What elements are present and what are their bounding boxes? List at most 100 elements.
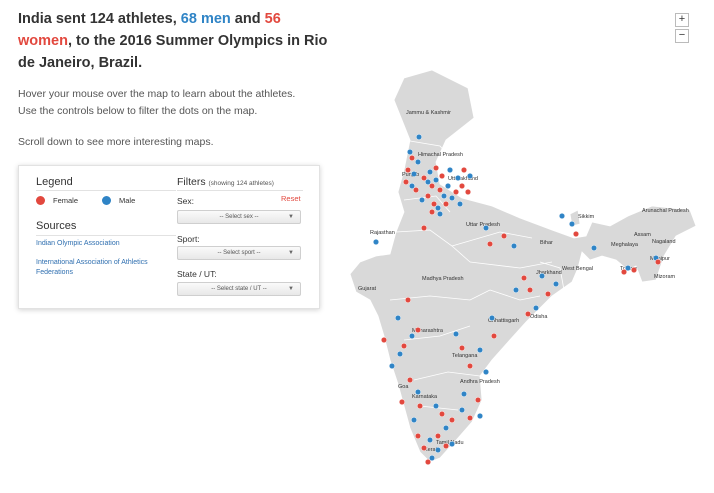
male-athlete-dot[interactable] — [406, 148, 414, 156]
female-athlete-dot[interactable] — [414, 432, 422, 440]
state-select[interactable]: -- Select state / UT -- ▼ — [177, 282, 301, 296]
male-athlete-dot[interactable] — [444, 182, 452, 190]
male-athlete-dot[interactable] — [558, 212, 566, 220]
female-athlete-dot[interactable] — [400, 342, 408, 350]
male-athlete-dot[interactable] — [448, 440, 456, 448]
female-athlete-dot[interactable] — [464, 188, 472, 196]
male-athlete-dot[interactable] — [448, 194, 456, 202]
source-link-iaaf[interactable]: International Association of Athletics F… — [36, 259, 148, 276]
female-athlete-dot[interactable] — [406, 376, 414, 384]
male-athlete-dot[interactable] — [552, 280, 560, 288]
male-athlete-dot[interactable] — [394, 314, 402, 322]
female-athlete-dot[interactable] — [526, 286, 534, 294]
female-athlete-dot[interactable] — [544, 290, 552, 298]
female-athlete-dot[interactable] — [404, 166, 412, 174]
male-athlete-dot[interactable] — [624, 264, 632, 272]
female-athlete-dot[interactable] — [408, 154, 416, 162]
female-athlete-dot[interactable] — [434, 432, 442, 440]
male-athlete-dot[interactable] — [410, 170, 418, 178]
female-athlete-dot[interactable] — [420, 224, 428, 232]
male-athlete-dot[interactable] — [452, 330, 460, 338]
male-athlete-dot[interactable] — [446, 166, 454, 174]
female-athlete-dot[interactable] — [428, 182, 436, 190]
male-athlete-dot[interactable] — [432, 402, 440, 410]
female-athlete-dot[interactable] — [428, 208, 436, 216]
female-athlete-dot[interactable] — [402, 178, 410, 186]
male-athlete-dot[interactable] — [476, 412, 484, 420]
male-athlete-dot[interactable] — [488, 314, 496, 322]
male-athlete-dot[interactable] — [372, 238, 380, 246]
male-athlete-dot[interactable] — [410, 416, 418, 424]
male-athlete-dot[interactable] — [415, 133, 423, 141]
male-athlete-dot[interactable] — [458, 406, 466, 414]
male-athlete-dot[interactable] — [440, 192, 448, 200]
male-athlete-dot[interactable] — [436, 210, 444, 218]
female-athlete-dot[interactable] — [448, 416, 456, 424]
male-athlete-dot[interactable] — [396, 350, 404, 358]
male-athlete-dot[interactable] — [482, 368, 490, 376]
female-athlete-dot[interactable] — [420, 444, 428, 452]
female-athlete-dot[interactable] — [654, 258, 662, 266]
male-athlete-dot[interactable] — [568, 220, 576, 228]
zoom-out-button[interactable]: − — [675, 29, 689, 43]
female-athlete-dot[interactable] — [398, 398, 406, 406]
sex-select[interactable]: -- Select sex -- ▼ — [177, 210, 301, 224]
male-athlete-dot[interactable] — [532, 304, 540, 312]
athlete-dots[interactable] — [372, 133, 662, 466]
male-athlete-dot[interactable] — [424, 178, 432, 186]
male-athlete-dot[interactable] — [426, 168, 434, 176]
reset-link[interactable]: Reset — [281, 194, 301, 203]
female-athlete-dot[interactable] — [432, 164, 440, 172]
female-athlete-dot[interactable] — [420, 174, 428, 182]
male-athlete-dot[interactable] — [510, 242, 518, 250]
female-athlete-dot[interactable] — [412, 186, 420, 194]
female-athlete-dot[interactable] — [436, 186, 444, 194]
female-athlete-dot[interactable] — [500, 232, 508, 240]
female-athlete-dot[interactable] — [442, 442, 450, 450]
male-athlete-dot[interactable] — [454, 174, 462, 182]
male-athlete-dot[interactable] — [512, 286, 520, 294]
male-athlete-dot[interactable] — [460, 390, 468, 398]
male-athlete-dot[interactable] — [442, 424, 450, 432]
female-athlete-dot[interactable] — [524, 310, 532, 318]
india-map[interactable]: Jammu & Kashmir Himachal Pradesh Punjab Utt… — [340, 60, 714, 493]
female-athlete-dot[interactable] — [466, 362, 474, 370]
female-athlete-dot[interactable] — [438, 410, 446, 418]
female-athlete-dot[interactable] — [416, 402, 424, 410]
male-athlete-dot[interactable] — [414, 158, 422, 166]
male-athlete-dot[interactable] — [428, 454, 436, 462]
male-athlete-dot[interactable] — [456, 200, 464, 208]
female-athlete-dot[interactable] — [486, 240, 494, 248]
female-athlete-dot[interactable] — [520, 274, 528, 282]
female-athlete-dot[interactable] — [404, 296, 412, 304]
male-athlete-dot[interactable] — [466, 172, 474, 180]
female-athlete-dot[interactable] — [460, 166, 468, 174]
male-athlete-dot[interactable] — [434, 204, 442, 212]
male-athlete-dot[interactable] — [418, 196, 426, 204]
female-athlete-dot[interactable] — [414, 326, 422, 334]
female-athlete-dot[interactable] — [620, 268, 628, 276]
male-athlete-dot[interactable] — [432, 176, 440, 184]
female-athlete-dot[interactable] — [458, 344, 466, 352]
female-athlete-dot[interactable] — [452, 188, 460, 196]
female-athlete-dot[interactable] — [438, 172, 446, 180]
sport-select[interactable]: -- Select sport -- ▼ — [177, 246, 301, 260]
male-athlete-dot[interactable] — [590, 244, 598, 252]
source-link-ioa[interactable]: Indian Olympic Association — [36, 240, 120, 247]
female-athlete-dot[interactable] — [630, 266, 638, 274]
female-athlete-dot[interactable] — [430, 200, 438, 208]
male-athlete-dot[interactable] — [434, 446, 442, 454]
male-athlete-dot[interactable] — [414, 388, 422, 396]
male-athlete-dot[interactable] — [476, 346, 484, 354]
male-athlete-dot[interactable] — [426, 436, 434, 444]
female-athlete-dot[interactable] — [424, 192, 432, 200]
female-athlete-dot[interactable] — [572, 230, 580, 238]
male-athlete-dot[interactable] — [388, 362, 396, 370]
female-athlete-dot[interactable] — [442, 200, 450, 208]
female-athlete-dot[interactable] — [424, 458, 432, 466]
zoom-in-button[interactable]: + — [675, 13, 689, 27]
male-athlete-dot[interactable] — [538, 272, 546, 280]
female-athlete-dot[interactable] — [466, 414, 474, 422]
male-athlete-dot[interactable] — [408, 182, 416, 190]
female-athlete-dot[interactable] — [458, 182, 466, 190]
